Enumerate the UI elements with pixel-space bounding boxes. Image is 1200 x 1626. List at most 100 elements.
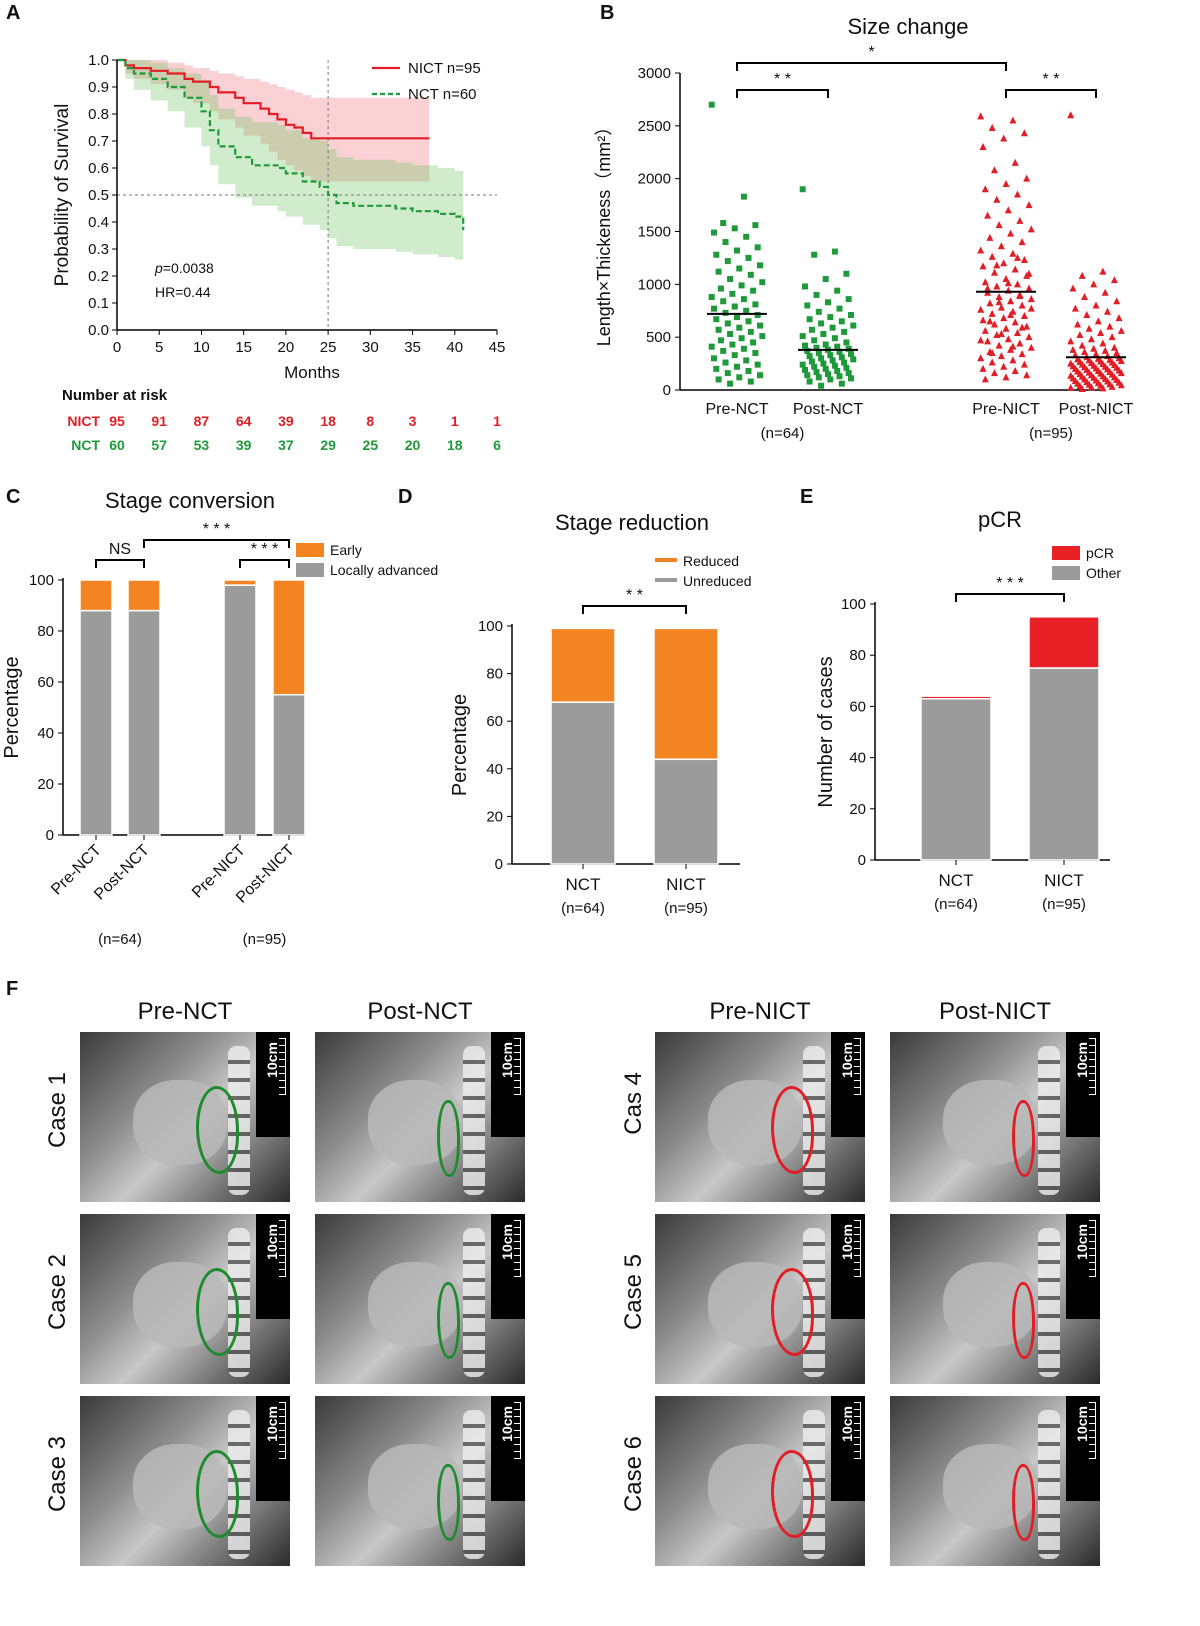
group-label-d: (n=64) <box>561 900 605 917</box>
data-point-post-nict <box>1085 324 1093 332</box>
ct-spine <box>1038 1409 1060 1560</box>
risk-value: 91 <box>151 413 167 429</box>
bar-unreduced <box>653 758 719 865</box>
data-point-post-nict <box>1110 276 1118 284</box>
scale-bar: 10cm <box>256 1396 290 1502</box>
data-point-pre-nict <box>981 375 989 383</box>
bar-pcr <box>920 695 992 700</box>
legend-swatch-e <box>1052 566 1080 580</box>
survival-curve-nict <box>117 58 430 140</box>
data-point-pre-nict <box>1004 279 1012 287</box>
y-tick-label-a: 0.5 <box>88 187 109 204</box>
data-point-pre-nict <box>1023 371 1031 379</box>
data-point-pre-nict <box>977 354 985 362</box>
ci-band-nct <box>117 60 464 276</box>
bar-other <box>1028 667 1100 861</box>
data-point-pre-nct <box>715 268 722 275</box>
ct-case-label: Case 2 <box>44 1254 71 1331</box>
data-point-pre-nct <box>722 239 729 246</box>
hazard-ratio: HR=0.44 <box>155 284 211 300</box>
data-point-post-nct <box>811 251 818 258</box>
group-label-d: (n=95) <box>664 900 708 917</box>
data-point-pre-nct <box>717 285 724 292</box>
sig-b2-bracket <box>736 62 1007 71</box>
ct-scan-image: 10cm <box>315 1214 525 1384</box>
data-point-pre-nict <box>1025 269 1033 277</box>
tumor-contour <box>1011 1100 1035 1178</box>
data-point-post-nct <box>845 345 852 352</box>
data-point-pre-nict <box>1025 284 1033 292</box>
risk-value: 39 <box>278 413 294 429</box>
scale-ruler <box>279 1402 286 1459</box>
group-label-c: (n=95) <box>243 931 287 948</box>
data-point-post-nct <box>827 376 834 383</box>
data-point-pre-nict <box>979 142 987 150</box>
x-tick-label-a: 5 <box>155 339 163 356</box>
data-point-pre-nct <box>713 316 720 323</box>
sig-b1-label: * * <box>774 71 791 88</box>
risk-value: 64 <box>236 413 252 429</box>
ct-case-label: Cas 4 <box>620 1072 647 1135</box>
scale-label: 10cm <box>1074 1224 1090 1260</box>
tumor-contour <box>770 1086 815 1174</box>
legend-swatch-e <box>1052 546 1080 560</box>
risk-value: 18 <box>320 413 336 429</box>
data-point-pre-nct <box>713 365 720 372</box>
bar-reduced <box>550 627 616 703</box>
data-point-post-nct <box>836 305 843 312</box>
tumor-contour <box>1011 1464 1035 1542</box>
panel-letter-e: E <box>800 486 814 508</box>
risk-value: 1 <box>493 413 501 429</box>
data-point-pre-nict <box>1002 324 1010 332</box>
data-point-post-nict <box>1097 328 1105 336</box>
legend-label-d: Unreduced <box>683 573 752 589</box>
data-point-pre-nict <box>993 261 1001 269</box>
data-point-post-nct <box>836 348 843 355</box>
x-tick-label-a: 0 <box>113 339 121 356</box>
risk-value: 3 <box>409 413 417 429</box>
tumor-contour <box>195 1086 240 1174</box>
data-point-pre-nict <box>1000 362 1008 370</box>
data-point-pre-nct <box>720 220 727 227</box>
data-point-post-nct <box>825 371 831 378</box>
scale-bar: 10cm <box>491 1396 525 1502</box>
data-point-pre-nict <box>979 364 987 372</box>
risk-row-label: NCT <box>71 437 100 453</box>
ct-scan-image: 10cm <box>890 1032 1100 1202</box>
data-point-pre-nict <box>1016 339 1024 347</box>
data-point-pre-nct <box>715 326 722 333</box>
data-point-post-nct <box>806 353 813 360</box>
risk-value: 53 <box>194 437 210 453</box>
data-point-pre-nict <box>1025 201 1033 209</box>
data-point-pre-nct <box>724 320 731 327</box>
data-point-pre-nict <box>988 252 996 260</box>
data-point-post-nct <box>802 283 808 290</box>
data-point-post-nict <box>1117 356 1125 364</box>
x-tick-label-a: 35 <box>404 339 421 356</box>
group-label-c: (n=64) <box>98 931 142 948</box>
y-tick-label-d: 100 <box>478 618 503 635</box>
x-tick-label-e: NICT <box>1044 871 1084 890</box>
legend-label-c: Locally advanced <box>330 562 438 578</box>
data-point-pre-nict <box>1002 179 1010 187</box>
ct-case-label: Case 1 <box>44 1072 71 1149</box>
scale-bar: 10cm <box>491 1214 525 1320</box>
data-point-pre-nict <box>986 299 994 307</box>
data-point-pre-nct <box>750 339 757 346</box>
y-tick-label-c: 60 <box>37 674 54 691</box>
x-tick-label-a: 10 <box>193 339 210 356</box>
data-point-post-nict <box>1115 314 1123 322</box>
data-point-post-nct <box>827 314 834 321</box>
data-point-pre-nict <box>977 336 985 344</box>
data-point-pre-nct <box>731 303 738 310</box>
data-point-post-nct <box>813 344 820 351</box>
y-tick-label-a: 0.9 <box>88 79 109 96</box>
y-tick-label-e: 60 <box>849 698 866 715</box>
x-axis-label-a: Months <box>284 363 340 382</box>
data-point-pre-nict <box>1020 129 1028 137</box>
chart-title-d: Stage reduction <box>555 510 709 535</box>
y-tick-label-a: 0.2 <box>88 268 109 285</box>
legend-swatch-c <box>296 543 324 557</box>
data-point-pre-nict <box>1007 229 1015 237</box>
data-point-pre-nict <box>1016 291 1024 299</box>
